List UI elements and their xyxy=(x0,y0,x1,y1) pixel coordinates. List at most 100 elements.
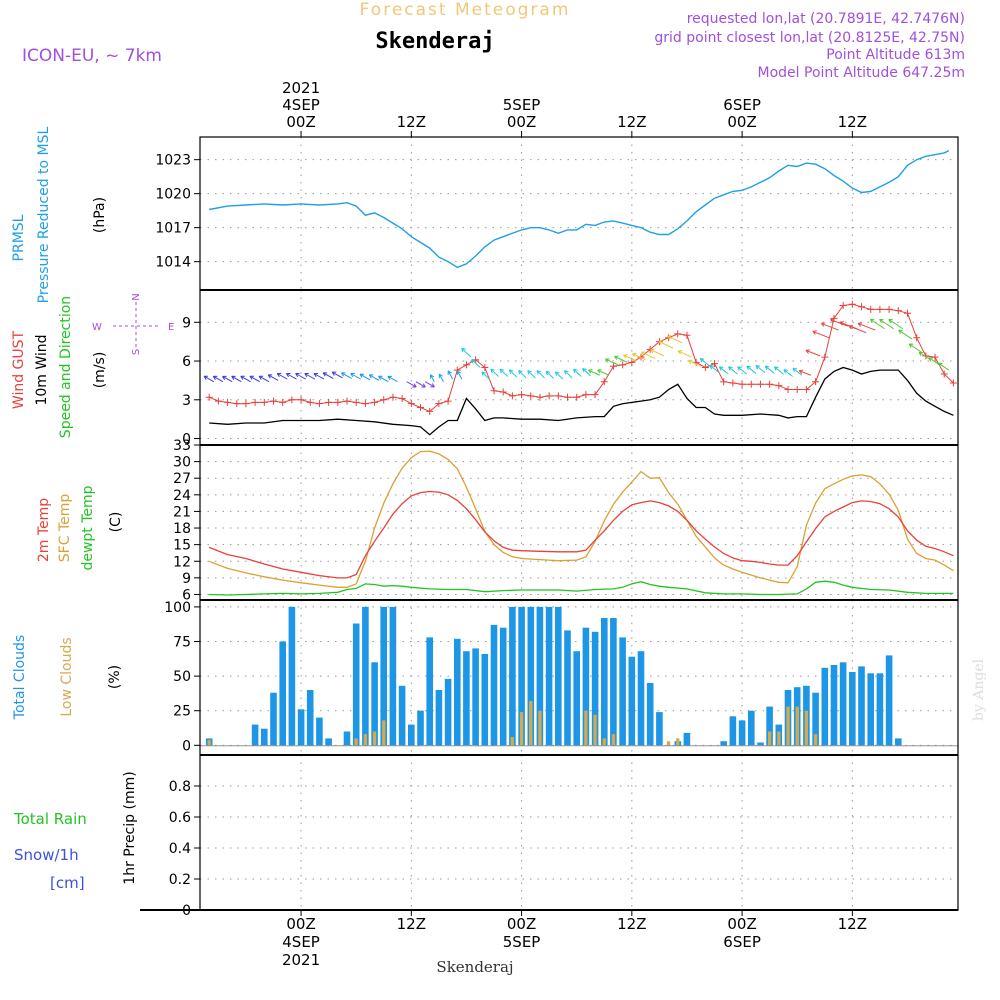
wind-panel: 0 3 6 9 xyxy=(182,290,958,448)
sfc-temp-series-line xyxy=(208,450,954,588)
cloud-tick-label: 75 xyxy=(173,635,191,651)
wind-direction-arrow xyxy=(527,370,536,379)
wind-direction-arrowhead xyxy=(746,365,751,371)
precip-panel: 00.20.40.60.8 xyxy=(169,755,958,919)
wind-direction-arrow xyxy=(447,370,454,380)
total-cloud-bar xyxy=(885,655,893,746)
wind-direction-arrowhead xyxy=(258,375,264,380)
total-cloud-bar xyxy=(426,637,433,746)
wind-gust-point xyxy=(481,364,489,371)
point-altitude: Point Altitude 613m xyxy=(826,47,965,63)
temp-2m-series-line xyxy=(208,490,954,579)
wind-direction-arrowhead xyxy=(331,371,337,376)
wind-direction-arrow xyxy=(369,374,380,381)
wind-direction-arrow xyxy=(641,351,656,359)
wind-gust-point xyxy=(444,397,452,405)
precip-unit: 1hr Precip (mm) xyxy=(122,771,138,884)
total-cloud-bar xyxy=(738,720,746,746)
time-label: 4SEP xyxy=(282,933,320,951)
low-cloud-bar xyxy=(602,738,606,746)
cloud-unit: (%) xyxy=(107,665,123,689)
total-cloud-bar xyxy=(261,728,268,746)
wind-direction-arrow xyxy=(240,375,251,383)
wind-gust-point xyxy=(729,379,737,387)
wind-direction-arrowhead xyxy=(918,351,924,357)
time-label: 6SEP xyxy=(723,96,761,114)
wind-direction-arrow xyxy=(203,375,215,383)
wind-10m-label: 10m Wind xyxy=(34,334,50,405)
total-cloud-bar xyxy=(481,654,489,746)
total-cloud-bar xyxy=(325,738,332,746)
wind-direction-arrowhead xyxy=(545,370,551,376)
wind-direction-arrowhead xyxy=(928,357,933,362)
gridpoint-coords: grid point closest lon,lat (20.8125E, 42… xyxy=(654,30,965,46)
wind-direction-arrow xyxy=(213,375,224,383)
wind-direction-arrow xyxy=(699,358,711,367)
temp-unit: (C) xyxy=(108,512,124,533)
wind-direction-arrow xyxy=(719,366,729,375)
time-label: 00Z xyxy=(507,915,536,933)
wind-direction-arrow xyxy=(908,343,922,353)
wind-gust-point xyxy=(747,380,755,388)
wind-direction-arrow xyxy=(536,370,545,379)
total-cloud-bar xyxy=(536,606,544,746)
wind-gust-point xyxy=(931,353,939,361)
low-cloud-bar xyxy=(538,710,542,746)
cloud-low-label: Low Clouds xyxy=(59,637,75,716)
wind-direction-arrow xyxy=(295,373,306,380)
wind-direction-arrow xyxy=(249,375,260,383)
total-cloud-bar xyxy=(757,742,764,746)
total-cloud-bar xyxy=(343,731,351,746)
wind-direction-arrow xyxy=(792,367,803,376)
wind-direction-arrow xyxy=(677,350,692,358)
wind-gust-point xyxy=(600,378,608,386)
wind-direction-arrow xyxy=(737,366,747,375)
wind-direction-arrowhead xyxy=(792,367,798,373)
wind-direction-arrow xyxy=(359,373,371,381)
total-cloud-bar xyxy=(454,638,461,746)
low-cloud-bar xyxy=(207,739,211,746)
total-cloud-bar xyxy=(518,606,525,746)
wind-direction-arrowhead xyxy=(783,369,788,374)
low-cloud-bar xyxy=(804,710,808,746)
wind-direction-arrow xyxy=(812,330,830,339)
wind-gust-point xyxy=(756,380,764,388)
wind-gust-point xyxy=(628,358,636,366)
wind-direction-arrowhead xyxy=(755,364,761,370)
wind-direction-arrow xyxy=(805,349,821,357)
wind-direction-arrowhead xyxy=(527,370,532,375)
precip-tick-label: 0.4 xyxy=(169,841,191,857)
temp-tick-label: 33 xyxy=(173,438,191,454)
wind-direction-arrow xyxy=(564,370,573,379)
total-cloud-bar xyxy=(499,627,507,746)
wind-direction-arrowhead xyxy=(666,335,672,340)
wind-direction-arrowhead xyxy=(848,324,853,330)
wind-direction-arrowhead xyxy=(563,370,569,375)
wind-direction-arrowhead xyxy=(879,318,884,324)
wind-direction-arrow xyxy=(650,349,665,357)
wind-direction-arrow xyxy=(870,318,885,330)
wind-direction-arrowhead xyxy=(699,358,705,363)
wind-direction-arrowhead xyxy=(820,322,826,327)
wind-direction-arrow xyxy=(898,329,913,340)
footer-location: Skenderaj xyxy=(436,958,513,976)
wind-direction-arrow xyxy=(341,372,352,379)
wind-direction-arrow xyxy=(728,366,738,375)
total-cloud-bar xyxy=(306,690,314,746)
total-cloud-bar xyxy=(867,673,874,746)
total-cloud-bar xyxy=(444,678,452,746)
wind-direction-arrowhead xyxy=(888,318,893,324)
time-label: 12Z xyxy=(397,113,426,131)
wind-direction-arrow xyxy=(764,365,775,374)
total-cloud-bar xyxy=(766,706,773,746)
wind-direction-arrow xyxy=(605,358,619,366)
temp-tick-label: 21 xyxy=(173,504,191,520)
wind-direction-arrowhead xyxy=(870,318,875,324)
wind-direction-arrow xyxy=(378,375,389,383)
wind-tick-label: 3 xyxy=(182,393,191,409)
wind-gust-point xyxy=(784,385,792,393)
wind-direction-arrowhead xyxy=(508,369,514,374)
wind-gust-series-line xyxy=(209,303,954,412)
wind-gust-point xyxy=(325,398,333,406)
